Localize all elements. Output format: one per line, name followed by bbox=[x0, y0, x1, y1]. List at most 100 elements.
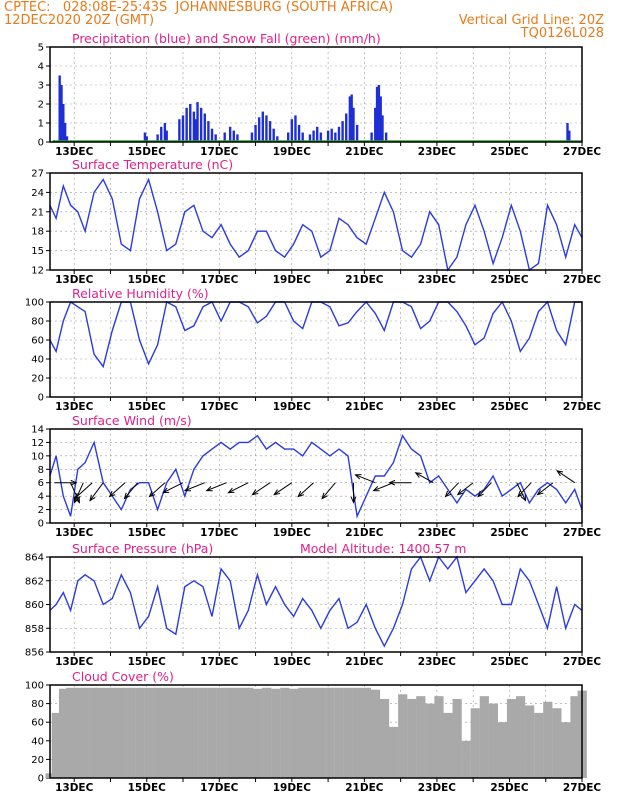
x-tick-label: 17DEC bbox=[200, 656, 239, 668]
precip-bar bbox=[374, 107, 377, 142]
wind-arrow-head bbox=[205, 486, 213, 492]
cloud-bar bbox=[552, 708, 562, 778]
wind-arrow bbox=[477, 482, 492, 497]
precip-bar bbox=[297, 124, 301, 142]
wind-arrow bbox=[149, 482, 166, 497]
wind-arrow-head bbox=[73, 492, 81, 500]
x-tick-label: 23DEC bbox=[418, 527, 457, 539]
cloud-bar bbox=[352, 687, 362, 778]
y-tick-label: 14 bbox=[31, 425, 44, 436]
cloud-bar bbox=[289, 688, 299, 778]
cloud-bar bbox=[479, 696, 489, 778]
y-tick-label: 10 bbox=[31, 451, 44, 462]
precip-bar bbox=[228, 126, 232, 142]
cloud-bar bbox=[51, 712, 61, 778]
precip-bar bbox=[375, 86, 379, 142]
wind-arrow-head bbox=[456, 489, 464, 496]
precip-bar bbox=[250, 132, 254, 142]
cloud-bar bbox=[497, 722, 508, 778]
cloud-bar bbox=[443, 712, 453, 778]
wind-arrow-head bbox=[444, 490, 452, 498]
x-tick-label: 21DEC bbox=[345, 401, 384, 413]
cloud-bar bbox=[570, 696, 580, 778]
precip-bar bbox=[65, 136, 69, 142]
wind-arrow-head bbox=[251, 489, 259, 496]
precip-bar bbox=[308, 134, 312, 142]
precip-bar bbox=[257, 117, 261, 142]
x-tick-label: 19DEC bbox=[273, 527, 312, 539]
cloud-bar bbox=[98, 687, 109, 778]
wind-arrow-head bbox=[536, 489, 544, 496]
panel-title: Surface Wind (m/s) bbox=[72, 413, 192, 428]
cloud-bar bbox=[171, 687, 181, 778]
cloud-bar bbox=[361, 687, 372, 778]
y-tick-label: 856 bbox=[25, 648, 44, 659]
precip-bar bbox=[143, 132, 147, 142]
x-tick-label: 15DEC bbox=[128, 146, 167, 158]
precip-bar bbox=[196, 102, 199, 142]
precip-bar bbox=[165, 130, 168, 142]
cloud-bar bbox=[343, 687, 353, 778]
cloud-bar bbox=[416, 696, 426, 778]
cloud-bar bbox=[253, 688, 263, 778]
y-tick-label: 6 bbox=[38, 478, 44, 489]
panel-subtitle: Model Altitude: 1400.57 m bbox=[300, 541, 466, 556]
x-tick-label: 21DEC bbox=[345, 146, 384, 158]
wind-arrow bbox=[228, 482, 249, 494]
wind-arrow bbox=[297, 482, 314, 497]
x-tick-label: 27DEC bbox=[563, 146, 602, 158]
wind-arrow bbox=[373, 482, 394, 492]
x-tick-label: 19DEC bbox=[273, 401, 312, 413]
y-tick-label: 100 bbox=[25, 681, 44, 692]
y-tick-label: 20 bbox=[31, 374, 44, 385]
y-tick-label: 27 bbox=[31, 169, 44, 180]
x-tick-label: 25DEC bbox=[490, 527, 529, 539]
panel-frame bbox=[49, 428, 583, 524]
header-model-id: TQ0126L028 bbox=[520, 26, 604, 41]
panel-0 bbox=[46, 46, 583, 146]
panel-3 bbox=[46, 428, 583, 527]
cloud-bar bbox=[506, 698, 517, 778]
x-tick-label: 19DEC bbox=[273, 274, 312, 286]
y-tick-label: 4 bbox=[38, 492, 44, 503]
wind-arrow-head bbox=[148, 490, 156, 498]
x-tick-label: 15DEC bbox=[128, 656, 167, 668]
precip-bar bbox=[312, 130, 315, 142]
cloud-bar bbox=[207, 687, 217, 778]
series-line bbox=[49, 434, 583, 519]
x-tick-label: 19DEC bbox=[273, 146, 312, 158]
wind-arrow-head bbox=[350, 496, 357, 504]
wind-arrow bbox=[457, 482, 474, 495]
y-tick-label: 858 bbox=[25, 624, 44, 635]
y-tick-label: 40 bbox=[31, 355, 44, 366]
precip-bar bbox=[301, 132, 304, 142]
precip-bar bbox=[345, 113, 348, 142]
wind-arrow-head bbox=[388, 479, 396, 486]
y-tick-label: 0 bbox=[38, 138, 44, 149]
cloud-bar bbox=[334, 687, 344, 778]
precip-bar bbox=[185, 107, 188, 142]
x-tick-label: 25DEC bbox=[490, 146, 529, 158]
cloud-bar bbox=[189, 687, 199, 778]
cloud-bar bbox=[225, 687, 236, 778]
x-tick-label: 13DEC bbox=[55, 656, 94, 668]
y-tick-label: 0 bbox=[38, 774, 44, 785]
cloud-bar bbox=[234, 687, 245, 778]
wind-arrow bbox=[517, 482, 532, 497]
wind-arrow-head bbox=[354, 474, 362, 480]
x-tick-label: 23DEC bbox=[418, 782, 457, 794]
wind-arrow-head bbox=[556, 470, 564, 477]
precip-bar bbox=[268, 121, 272, 142]
precip-bar bbox=[223, 132, 226, 142]
y-tick-label: 0 bbox=[38, 519, 44, 530]
header-date: 12DEC2020 20Z (GMT) bbox=[4, 13, 155, 28]
x-tick-label: 23DEC bbox=[418, 656, 457, 668]
precip-bar bbox=[207, 121, 210, 142]
x-tick-label: 23DEC bbox=[418, 274, 457, 286]
precip-bar bbox=[232, 130, 235, 142]
y-tick-label: 1 bbox=[38, 119, 44, 130]
panel-frame bbox=[49, 556, 583, 653]
precip-bar bbox=[145, 136, 148, 142]
y-tick-label: 80 bbox=[31, 699, 44, 710]
